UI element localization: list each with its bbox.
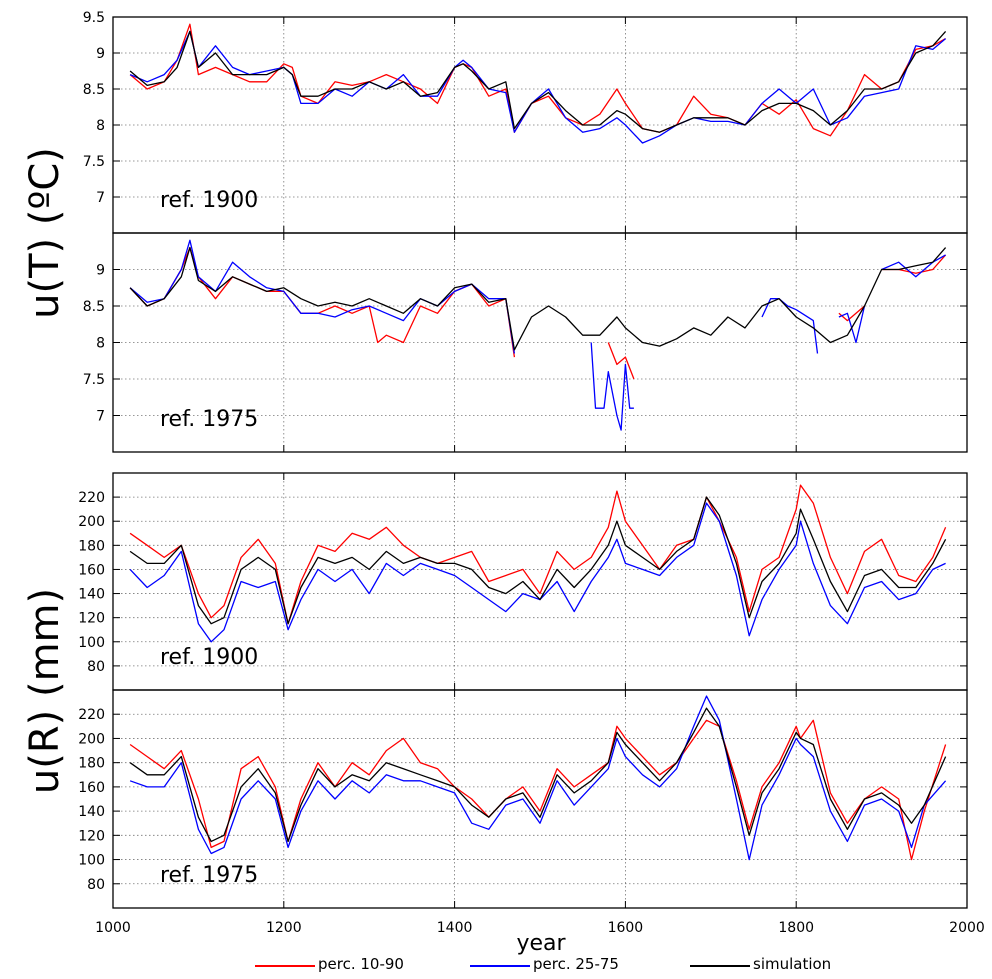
y-tick-label: 9 xyxy=(96,46,105,62)
x-tick-label: 1000 xyxy=(95,920,131,936)
y-tick-label: 7 xyxy=(96,409,105,425)
series-line-simulation xyxy=(129,30,947,133)
y-tick-label: 220 xyxy=(78,490,105,506)
y-axis-label-precipitation: u(R) (mm) xyxy=(22,588,68,794)
y-tick-label: 160 xyxy=(78,780,105,796)
legend: perc. 10-90 perc. 25-75 simulation xyxy=(255,955,831,973)
panel-2: 7 7.5 8 8.5 9 ref. 1975 xyxy=(83,232,968,453)
series-line-simulation xyxy=(129,707,947,843)
x-tick-label: 1200 xyxy=(266,920,302,936)
panel-frame xyxy=(112,689,968,909)
y-tick-label: 140 xyxy=(78,587,105,603)
y-tick-label: 220 xyxy=(78,707,105,723)
panel-1: 7 7.5 8 8.5 9 9.5 ref. 1900 xyxy=(83,10,968,234)
panel-annotation: ref. 1900 xyxy=(160,188,258,213)
y-tick-label: 120 xyxy=(78,828,105,844)
x-axis-tick-labels: 1000 1200 1400 1600 1800 2000 xyxy=(95,920,985,936)
y-tick-label: 180 xyxy=(78,538,105,554)
x-tick-label: 1400 xyxy=(437,920,473,936)
y-axis-label-temperature: u(T) (ºC) xyxy=(22,147,68,319)
series-line-perc-10-90 xyxy=(129,719,947,861)
panel-annotation: ref. 1975 xyxy=(160,863,258,888)
x-axis-label: year xyxy=(516,931,566,956)
series-line-perc-25-75 xyxy=(129,239,946,431)
y-tick-label: 9 xyxy=(96,263,105,279)
series-line-simulation xyxy=(129,496,947,625)
series-line-perc-25-75 xyxy=(129,30,947,144)
y-tick-label: 160 xyxy=(78,562,105,578)
panel-annotation: ref. 1900 xyxy=(160,645,258,670)
y-tick-label: 200 xyxy=(78,731,105,747)
series-line-perc-10-90 xyxy=(129,484,947,625)
y-tick-label: 140 xyxy=(78,804,105,820)
y-tick-label: 200 xyxy=(78,514,105,530)
y-tick-label: 7.5 xyxy=(83,372,105,388)
y-tick-label: 80 xyxy=(87,877,105,893)
y-tick-label: 180 xyxy=(78,756,105,772)
x-tick-label: 1800 xyxy=(778,920,814,936)
y-tick-label: 8.5 xyxy=(83,299,105,315)
panel-annotation: ref. 1975 xyxy=(160,407,258,432)
panel-frame xyxy=(112,232,968,453)
series-line-perc-25-75 xyxy=(129,695,947,861)
y-tick-label: 100 xyxy=(78,635,105,651)
y-tick-label: 8.5 xyxy=(83,82,105,98)
panel-3: 80 100 120 140 160 180 200 220 ref. 1900 xyxy=(78,472,968,691)
series-line-perc-25-75 xyxy=(129,502,946,643)
legend-label-perc-10-90: perc. 10-90 xyxy=(318,955,404,973)
y-tick-label: 80 xyxy=(87,659,105,675)
y-tick-label: 120 xyxy=(78,611,105,627)
y-tick-label: 7.5 xyxy=(83,154,105,170)
y-tick-label: 9.5 xyxy=(83,10,105,26)
y-tick-label: 8 xyxy=(96,118,105,134)
x-tick-label: 2000 xyxy=(949,920,985,936)
series-line-perc-10-90 xyxy=(129,246,947,380)
legend-label-perc-25-75: perc. 25-75 xyxy=(533,955,619,973)
series-line-simulation xyxy=(129,246,947,351)
y-tick-label: 7 xyxy=(96,190,105,206)
panel-4: 80 100 120 140 160 180 200 220 ref. 1975 xyxy=(78,689,968,909)
y-tick-label: 100 xyxy=(78,853,105,869)
x-tick-label: 1600 xyxy=(608,920,644,936)
legend-label-simulation: simulation xyxy=(753,955,831,973)
y-tick-label: 8 xyxy=(96,336,105,352)
